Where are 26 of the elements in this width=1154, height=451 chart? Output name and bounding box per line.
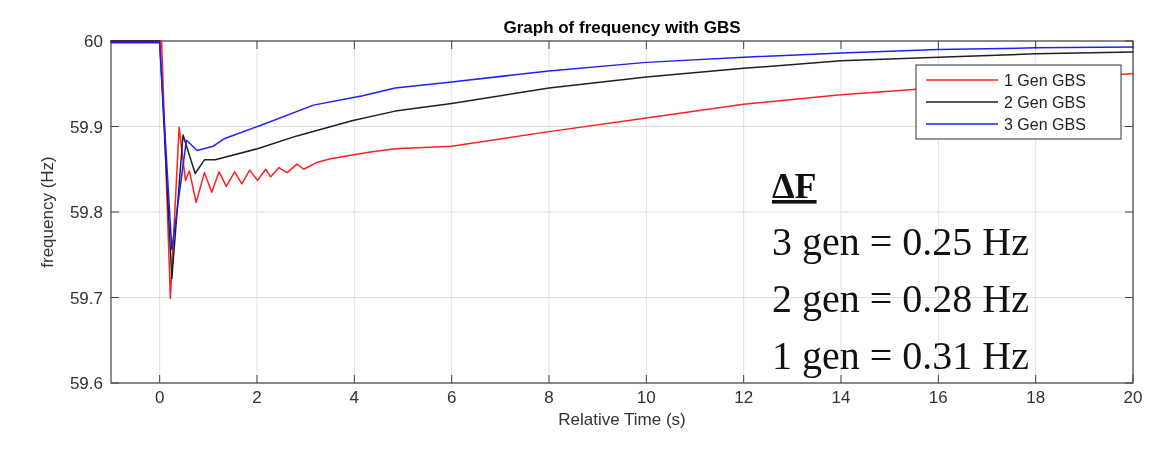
legend-label: 2 Gen GBS — [1004, 94, 1086, 111]
annotation: 2 gen = 0.28 Hz — [772, 276, 1029, 321]
y-axis-title: frequency (Hz) — [38, 156, 57, 268]
legend-label: 1 Gen GBS — [1004, 72, 1086, 89]
x-tick-label: 0 — [154, 388, 165, 407]
x-tick-label: 20 — [1123, 388, 1143, 407]
x-tick-label: 4 — [349, 388, 360, 407]
x-tick-label: 12 — [734, 388, 754, 407]
x-tick-label: 2 — [252, 388, 262, 407]
x-tick-label: 8 — [544, 388, 554, 407]
legend-label: 3 Gen GBS — [1004, 116, 1086, 133]
y-tick-label: 59.9 — [69, 117, 103, 137]
x-tick-label: 6 — [446, 388, 457, 407]
x-axis-title: Relative Time (s) — [558, 410, 686, 429]
annotation: ΔF — [772, 166, 817, 206]
y-tick-label: 59.8 — [69, 203, 103, 222]
x-tick-label: 10 — [636, 388, 656, 407]
y-tick-label: 59.7 — [69, 288, 103, 308]
x-tick-label: 14 — [831, 388, 851, 407]
chart-title: Graph of frequency with GBS — [503, 18, 741, 37]
y-tick-label: 60 — [84, 32, 103, 51]
annotation: 1 gen = 0.31 Hz — [772, 333, 1029, 378]
y-tick-label: 59.6 — [69, 374, 103, 393]
annotation: 3 gen = 0.25 Hz — [772, 219, 1029, 264]
x-tick-label: 18 — [1026, 388, 1046, 407]
x-tick-label: 16 — [928, 388, 948, 407]
